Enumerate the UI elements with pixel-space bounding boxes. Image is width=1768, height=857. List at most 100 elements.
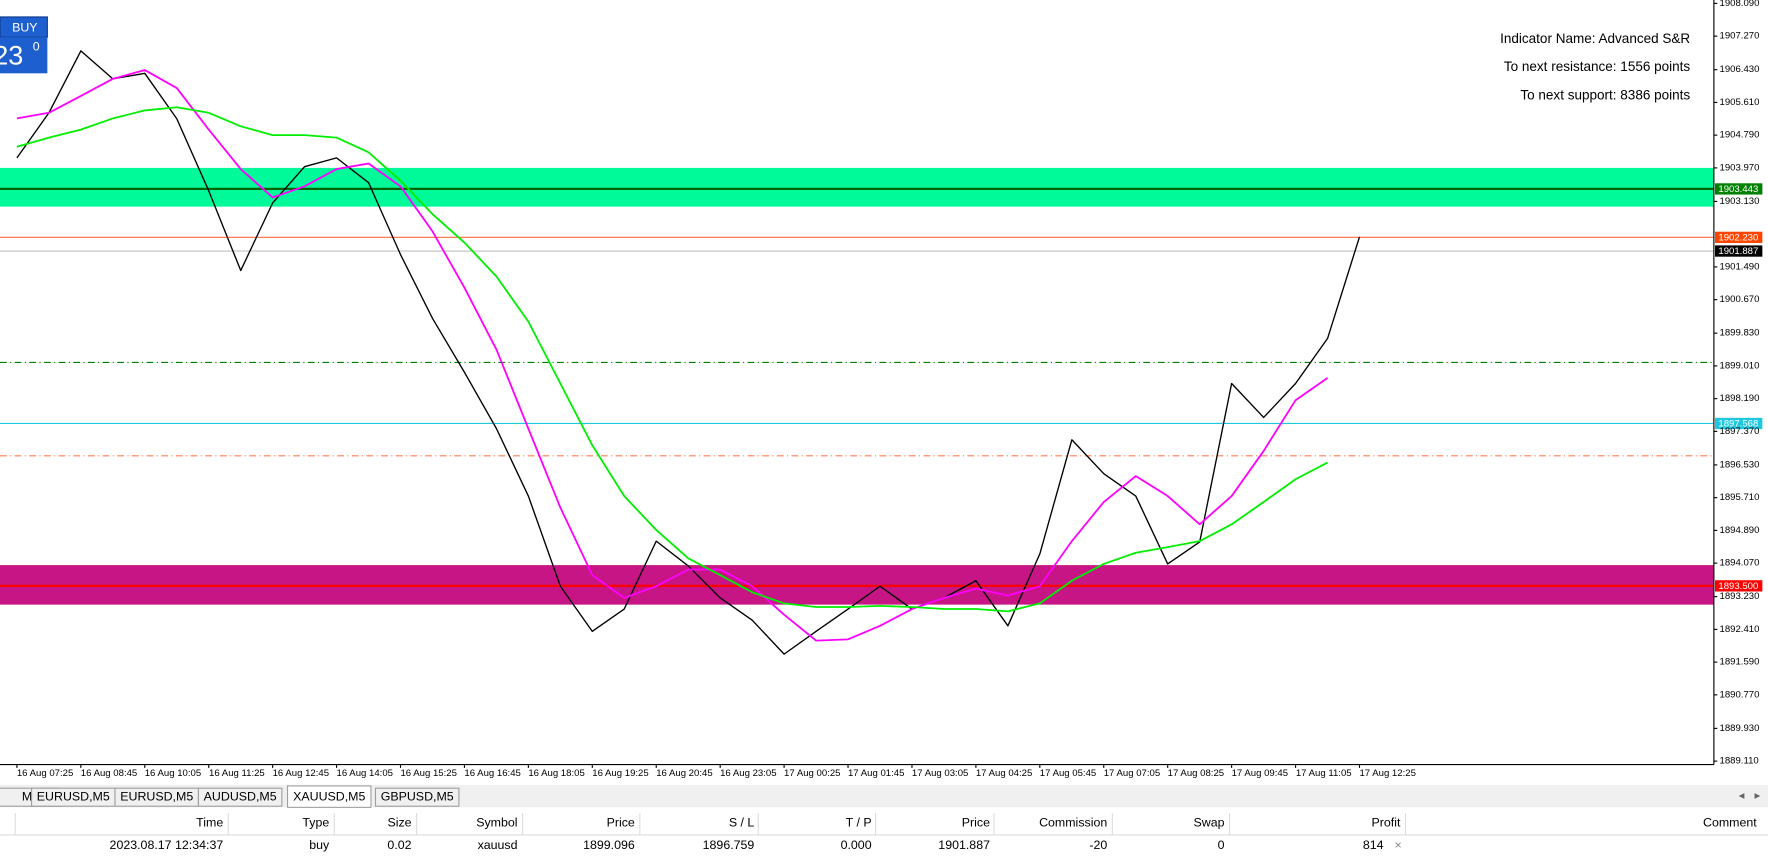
y-tick-label: 1900.670 [1720,294,1760,305]
y-tick-label: 1899.010 [1720,360,1760,371]
close-position[interactable]: × [1395,838,1402,852]
y-tick-label: 1903.970 [1720,162,1760,173]
tab-label: XAUUSD,M5 [293,789,365,803]
y-tick-label: 1894.890 [1720,525,1760,536]
y-tick-label: 1903.130 [1720,196,1760,207]
level-tag [1715,580,1763,592]
x-tick-label: 16 Aug 15:25 [400,768,456,779]
level-tag [1715,231,1763,243]
y-tick-label: 1904.790 [1720,130,1760,141]
table-cell: 1899.096 [583,838,635,852]
tab-label: EURUSD,M5 [37,789,110,803]
y-tick-label: 1895.710 [1720,492,1760,503]
table-cell: buy [309,838,330,852]
x-tick-label: 16 Aug 23:05 [720,768,776,779]
table-cell: 814 [1363,838,1384,852]
y-tick-label: 1892.410 [1720,624,1760,635]
x-tick-label: 16 Aug 20:45 [656,768,712,779]
price-small: 0 [33,40,40,54]
indicator-info: Indicator Name: Advanced S&R To next res… [1500,31,1690,102]
price-box [0,37,48,74]
series-line [16,50,1361,655]
x-tick-label: 16 Aug 14:05 [337,768,393,779]
column-header: Comment [1703,815,1757,829]
column-header: Size [387,815,411,829]
x-tick-label: 16 Aug 08:45 [81,768,137,779]
y-tick-label: 1894.070 [1720,558,1760,569]
table-cell: xauusd [478,838,518,852]
column-header: Profit [1371,815,1400,829]
level-tag-label: 1897.568 [1718,419,1758,430]
level-tag-label: 1902.230 [1718,232,1758,243]
series-line [16,106,1328,613]
x-tick-label: 17 Aug 05:45 [1040,768,1096,779]
column-header: Commission [1039,815,1107,829]
column-header: Type [302,815,329,829]
level-tag-label: 1901.887 [1718,246,1758,257]
x-tick-label: 16 Aug 11:25 [209,768,265,779]
x-tick-label: 16 Aug 18:05 [528,768,584,779]
y-tick-label: 1897.370 [1720,426,1760,437]
x-tick-label: 17 Aug 11:05 [1296,768,1352,779]
table-cell: 0 [1218,838,1225,852]
column-header: Swap [1194,815,1225,829]
tab[interactable] [286,785,372,808]
x-tick-label: 17 Aug 01:45 [848,768,904,779]
scroll-left[interactable]: ◂ [1739,790,1745,802]
y-tick-label: 1890.770 [1720,689,1760,700]
y-tick-label: 1905.610 [1720,97,1760,108]
table-cell: -20 [1089,838,1107,852]
column-header: Price [962,815,990,829]
table-cell: 2023.08.17 12:34:37 [110,838,224,852]
column-header: Price [607,815,635,829]
plot-area [0,50,1714,655]
level-tag [1715,245,1763,257]
y-tick-label: 1907.270 [1720,31,1760,42]
buy-label: BUY [12,21,37,35]
table-cell: 1901.887 [938,838,990,852]
x-tick-label: 17 Aug 12:25 [1359,768,1415,779]
y-tick-label: 1899.830 [1720,328,1760,339]
x-tick-label: 17 Aug 09:45 [1232,768,1288,779]
x-tick-label: 17 Aug 08:25 [1168,768,1224,779]
indicator-name: Indicator Name: Advanced S&R [1500,31,1690,46]
tab[interactable] [197,787,283,807]
y-tick-label: 1889.110 [1720,756,1759,767]
scroll-right[interactable]: ▸ [1754,790,1760,802]
table-cell: 0.02 [387,838,411,852]
column-header: Symbol [476,815,517,829]
level-tag [1715,183,1763,195]
table-cell: 0.000 [841,838,872,852]
zone [0,167,1714,207]
y-tick-label: 1898.190 [1720,393,1760,404]
tab-label: GBPUSD,M5 [381,789,454,803]
y-tick-label: 1893.230 [1720,591,1760,602]
x-tick-label: 16 Aug 10:05 [145,768,201,779]
x-tick-label: 16 Aug 07:25 [17,768,73,779]
column-header: S / L [729,815,755,829]
tab[interactable] [374,787,460,807]
tab-label: EURUSD,M5 [120,789,193,803]
x-tick-label: 16 Aug 12:45 [273,768,329,779]
level-tag [1715,417,1763,430]
y-tick-label: 1896.530 [1720,459,1760,470]
x-tick-label: 17 Aug 07:05 [1104,768,1160,779]
column-header: Time [196,815,223,829]
next-resistance: To next resistance: 1556 points [1504,59,1691,74]
level-tag-label: 1903.443 [1718,184,1758,195]
y-tick-label: 1901.490 [1720,261,1760,272]
x-tick-label: 16 Aug 19:25 [592,768,648,779]
y-tick-label: 1889.930 [1720,723,1760,734]
table-cells: Time Type Size Symbol Price S / L T / P Price Co… [14,812,1757,852]
x-tick-label: 17 Aug 04:25 [976,768,1032,779]
y-tick-label: 1906.430 [1720,64,1760,75]
column-header: T / P [846,815,872,829]
x-tick-label: 17 Aug 03:05 [912,768,968,779]
x-tick-label: 16 Aug 16:45 [464,768,520,779]
tab-label: AUDUSD,M5 [204,789,277,803]
series-line [16,69,1329,642]
trade-panel: BUY 23 0 [0,16,48,74]
y-tick-label: 1891.590 [1720,657,1760,668]
